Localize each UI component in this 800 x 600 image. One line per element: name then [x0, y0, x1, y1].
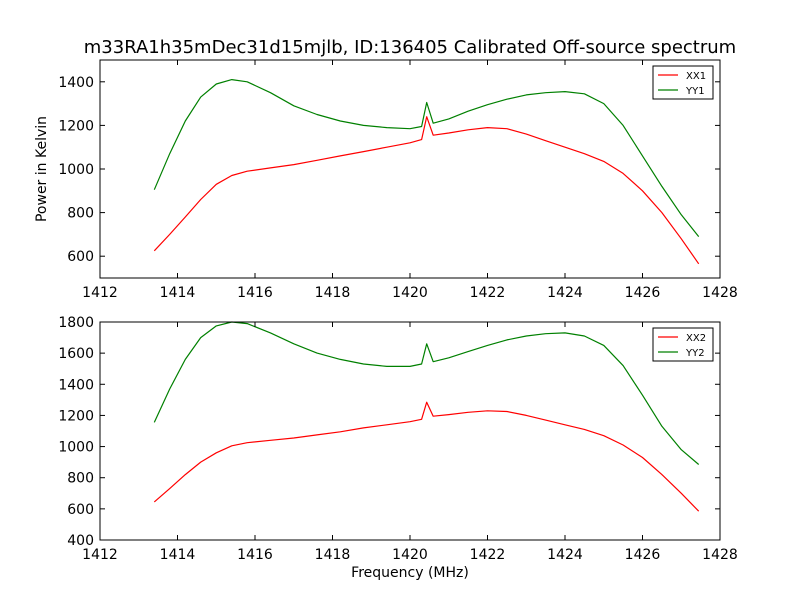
y-tick-label: 1200 [58, 118, 94, 134]
x-tick-label: 1418 [315, 285, 351, 301]
x-tick-label: 1428 [702, 285, 738, 301]
y-tick-label: 800 [67, 206, 94, 222]
legend-label-yy2: YY2 [685, 348, 705, 359]
bottom-panel: 1412 1414 1416 1418 1420 1422 1424 1426 1428 400 6… [58, 315, 737, 581]
series-line-xx1 [153, 116, 700, 265]
x-tick-label: 1424 [547, 547, 583, 563]
x-tick-label: 1420 [392, 547, 428, 563]
x-tick-label: 1414 [160, 285, 196, 301]
legend-label-xx2: XX2 [686, 333, 706, 344]
y-tick-label: 1000 [58, 162, 94, 178]
y-tick-label: 600 [67, 502, 94, 518]
y-tick-label: 1600 [58, 346, 94, 362]
y-tick-label: 1000 [58, 440, 94, 456]
chart-title: m33RA1h35mDec31d15mjlb, ID:136405 Calibr… [84, 37, 736, 58]
y-tick-label: 1200 [58, 408, 94, 424]
x-tick-label: 1422 [470, 285, 506, 301]
y-tick-label: 1400 [58, 75, 94, 91]
series-line-xx2 [153, 401, 700, 512]
series-line-yy1 [153, 79, 700, 237]
x-tick-label: 1428 [702, 547, 738, 563]
y-tick-label: 800 [67, 471, 94, 487]
x-tick-label: 1416 [237, 285, 273, 301]
x-tick-label: 1414 [160, 547, 196, 563]
x-tick-label: 1418 [315, 547, 351, 563]
x-tick-label: 1420 [392, 285, 428, 301]
legend-label-xx1: XX1 [686, 71, 706, 82]
x-tick-label: 1412 [82, 285, 118, 301]
y-tick-label: 1800 [58, 315, 94, 331]
x-tick-label: 1412 [82, 547, 118, 563]
top-panel: 1412 1414 1416 1418 1420 1422 1424 1426 1428 600 8… [34, 59, 738, 301]
x-tick-label: 1426 [625, 285, 661, 301]
x-tick-label: 1422 [470, 547, 506, 563]
y-tick-label: 1400 [58, 377, 94, 393]
x-tick-label: 1424 [547, 285, 583, 301]
legend-box [652, 65, 714, 100]
x-tick-label: 1426 [625, 547, 661, 563]
y-axis-label: Power in Kelvin [34, 116, 50, 222]
x-tick-label: 1416 [237, 547, 273, 563]
legend-label-yy1: YY1 [685, 86, 705, 97]
y-tick-label: 600 [67, 249, 94, 265]
legend-box [652, 327, 714, 362]
y-tick-label: 400 [67, 533, 94, 549]
x-axis-label: Frequency (MHz) [351, 565, 469, 581]
